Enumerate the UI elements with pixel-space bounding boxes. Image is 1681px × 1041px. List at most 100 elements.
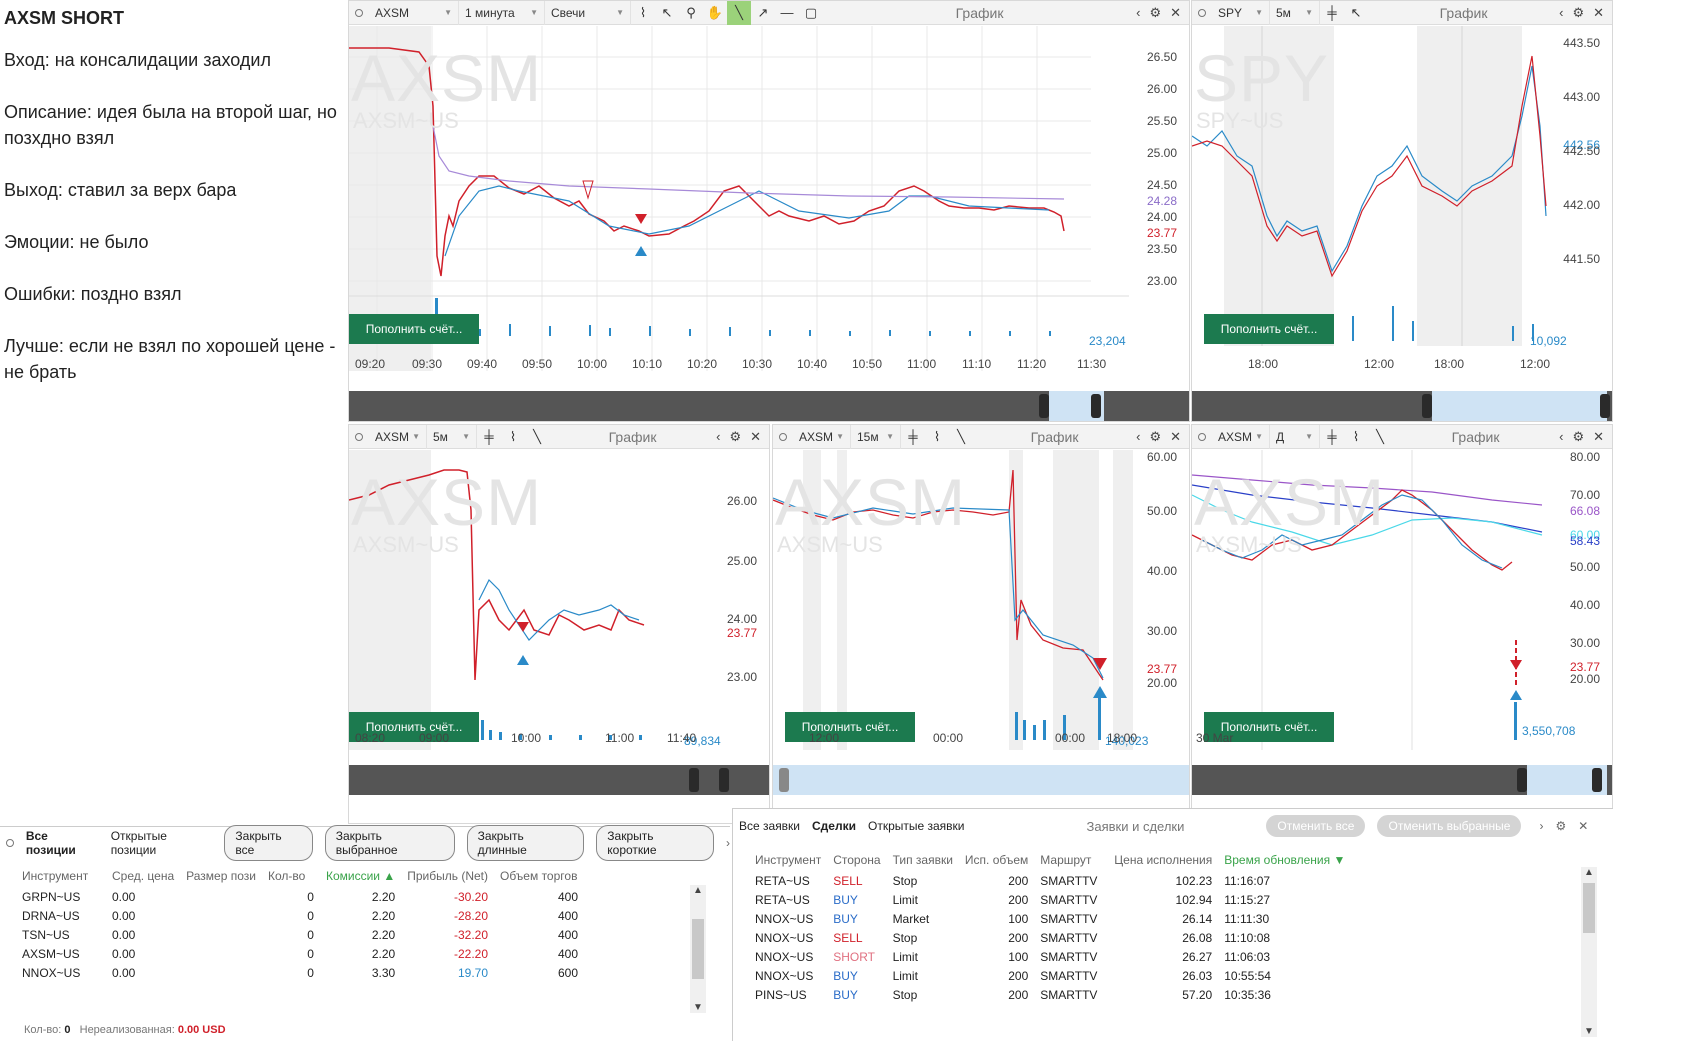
price-axis[interactable]: 80.00 70.00 66.08 60.00 58.43 50.00 40.0… xyxy=(1569,450,1600,686)
price-axis[interactable]: 443.50 443.00 442.56 442.50 442.00 441.5… xyxy=(1563,36,1600,266)
indicators-icon[interactable]: ⌇ xyxy=(933,428,941,444)
symbol-select[interactable]: AXSM ▼ xyxy=(369,1,459,25)
scroll-handle-left[interactable] xyxy=(689,768,699,792)
price-axis[interactable]: 26.50 26.00 25.50 25.00 24.50 24.28 24.0… xyxy=(1146,50,1177,288)
time-axis[interactable]: 30 Mar xyxy=(1196,731,1234,745)
tab-all-positions[interactable]: Все позиции xyxy=(25,829,76,857)
table-row[interactable]: NNOX~US SHORT Limit 100 SMARTTV 26.27 11:06:03 xyxy=(749,947,1351,966)
gear-icon[interactable]: ⚙ xyxy=(729,428,742,444)
gear-icon[interactable]: ⚙ xyxy=(1572,428,1585,444)
col-instrument[interactable]: Инструмент xyxy=(22,869,89,883)
col-profit[interactable]: Прибыль (Net) xyxy=(407,869,488,883)
topup-button[interactable]: Пополнить счёт... xyxy=(785,712,915,742)
arrow-icon[interactable]: ↗ xyxy=(757,4,769,20)
scroll-up-icon[interactable]: ▲ xyxy=(1584,867,1594,878)
price-axis[interactable]: 26.00 25.00 24.00 23.77 23.00 xyxy=(726,494,757,684)
table-row[interactable]: AXSM~US 0.00 0 2.20 -22.20 400 xyxy=(16,944,584,963)
scroll-handle-right[interactable] xyxy=(1091,394,1101,418)
collapse-icon[interactable]: ‹ xyxy=(1559,429,1564,444)
scroll-handle-left[interactable] xyxy=(1422,394,1432,418)
collapse-icon[interactable]: ‹ xyxy=(716,429,721,444)
indicators-icon[interactable]: ⌇ xyxy=(1352,428,1360,444)
candles-icon[interactable]: ╪ xyxy=(908,429,918,444)
table-row[interactable]: GRPN~US 0.00 0 2.20 -30.20 400 xyxy=(16,887,584,906)
interval-select[interactable]: 15м ▼ xyxy=(851,425,901,449)
collapse-icon[interactable]: ‹ xyxy=(1136,5,1141,20)
collapse-icon[interactable]: ‹ xyxy=(1559,5,1564,20)
trendline-icon[interactable]: ╲ xyxy=(1376,428,1384,444)
topup-button[interactable]: Пополнить счёт... xyxy=(1204,314,1334,344)
hand-icon[interactable]: ✋ xyxy=(706,4,724,20)
table-row[interactable]: NNOX~US BUY Market 100 SMARTTV 26.14 11:11:30 xyxy=(749,909,1351,928)
gear-icon[interactable]: ⚙ xyxy=(1555,819,1567,833)
scroll-down-icon[interactable]: ▼ xyxy=(1584,1026,1594,1037)
close-icon[interactable]: ✕ xyxy=(750,428,761,444)
col-update-time[interactable]: Время обновления ▼ xyxy=(1224,853,1346,867)
close-icon[interactable]: ✕ xyxy=(1593,4,1604,20)
col-side[interactable]: Сторона xyxy=(833,853,881,867)
scroll-handle-left[interactable] xyxy=(1517,768,1527,792)
col-volume[interactable]: Объем торгов xyxy=(500,869,578,883)
price-axis[interactable]: 60.00 50.00 40.00 30.00 23.77 20.00 xyxy=(1146,450,1177,690)
table-row[interactable]: RETA~US BUY Limit 200 SMARTTV 102.94 11:15:27 xyxy=(749,890,1351,909)
rectangle-icon[interactable]: ▢ xyxy=(804,4,818,20)
symbol-select[interactable]: AXSM ▼ xyxy=(369,425,427,449)
table-row[interactable]: DRNA~US 0.00 0 2.20 -28.20 400 xyxy=(16,906,584,925)
link-icon[interactable] xyxy=(6,839,14,847)
col-route[interactable]: Маршрут xyxy=(1040,853,1092,867)
gear-icon[interactable]: ⚙ xyxy=(1149,4,1162,20)
chart-scrollbar[interactable] xyxy=(1192,391,1612,421)
link-icon[interactable] xyxy=(1198,8,1206,17)
scroll-handle-left[interactable] xyxy=(1039,394,1049,418)
symbol-select[interactable]: AXSM ▼ xyxy=(793,425,851,449)
close-icon[interactable]: ✕ xyxy=(1170,4,1181,20)
interval-select[interactable]: Д ▼ xyxy=(1270,425,1320,449)
cursor-icon[interactable]: ↖ xyxy=(661,4,673,20)
close-selected-button[interactable]: Закрыть выбранное xyxy=(324,825,455,861)
gear-icon[interactable]: ⚙ xyxy=(1572,4,1585,20)
link-icon[interactable] xyxy=(779,432,787,441)
table-row[interactable]: RETA~US SELL Stop 200 SMARTTV 102.23 11:16:07 xyxy=(749,871,1351,890)
gear-icon[interactable]: ⚙ xyxy=(1149,428,1162,444)
indicators-icon[interactable]: ⌇ xyxy=(509,428,517,444)
tab-open-positions[interactable]: Открытые позиции xyxy=(110,829,167,857)
scroll-down-icon[interactable]: ▼ xyxy=(693,1002,703,1013)
candles-icon[interactable]: ╪ xyxy=(1327,429,1337,444)
interval-select[interactable]: 1 минута ▼ xyxy=(459,1,545,25)
col-instrument[interactable]: Инструмент xyxy=(755,853,822,867)
close-icon[interactable]: ✕ xyxy=(1593,428,1604,444)
table-row[interactable]: PINS~US BUY Stop 200 SMARTTV 57.20 10:35:36 xyxy=(749,985,1351,1004)
close-all-button[interactable]: Закрыть все xyxy=(224,825,313,861)
col-position-size[interactable]: Размер пози xyxy=(186,869,256,883)
tab-open-orders[interactable]: Открытые заявки xyxy=(867,819,965,833)
col-fill-price[interactable]: Цена исполнения xyxy=(1114,853,1213,867)
scroll-handle-right[interactable] xyxy=(1600,394,1610,418)
close-long-button[interactable]: Закрыть длинные xyxy=(466,825,585,861)
chevron-right-icon[interactable]: › xyxy=(726,836,730,850)
col-avg-price[interactable]: Сред. цена xyxy=(112,869,175,883)
hline-icon[interactable]: — xyxy=(780,5,794,20)
chart-scrollbar[interactable] xyxy=(773,765,1189,795)
close-icon[interactable]: ✕ xyxy=(1578,819,1589,833)
link-icon[interactable] xyxy=(355,8,363,17)
table-row[interactable]: NNOX~US BUY Limit 200 SMARTTV 26.03 10:55:54 xyxy=(749,966,1351,985)
orders-scrollbar[interactable]: ▲ ▼ xyxy=(1581,867,1597,1037)
positions-scrollbar[interactable]: ▲ ▼ xyxy=(690,885,706,1013)
chart-scrollbar[interactable] xyxy=(349,391,1189,421)
cancel-selected-button[interactable]: Отменить выбранные xyxy=(1377,815,1522,837)
col-qty[interactable]: Кол-во xyxy=(267,869,306,883)
candles-icon[interactable]: ╪ xyxy=(484,429,494,444)
cancel-all-button[interactable]: Отменить все xyxy=(1266,815,1366,837)
chart-scrollbar[interactable] xyxy=(1192,765,1612,795)
trendline-icon[interactable]: ╲ xyxy=(957,428,965,444)
interval-select[interactable]: 5м ▼ xyxy=(1270,1,1320,25)
topup-button[interactable]: Пополнить счёт... xyxy=(1204,712,1334,742)
chart-scrollbar[interactable] xyxy=(349,765,769,795)
scroll-handle-right[interactable] xyxy=(719,768,729,792)
chevron-right-icon[interactable]: › xyxy=(1539,819,1544,833)
table-row[interactable]: NNOX~US 0.00 0 3.30 19.70 600 xyxy=(16,963,584,982)
indicators-icon[interactable]: ⌇ xyxy=(639,4,647,20)
symbol-select[interactable]: SPY ▼ xyxy=(1212,1,1270,25)
table-row[interactable]: TSN~US 0.00 0 2.20 -32.20 400 xyxy=(16,925,584,944)
table-row[interactable]: NNOX~US SELL Stop 200 SMARTTV 26.08 11:10:08 xyxy=(749,928,1351,947)
